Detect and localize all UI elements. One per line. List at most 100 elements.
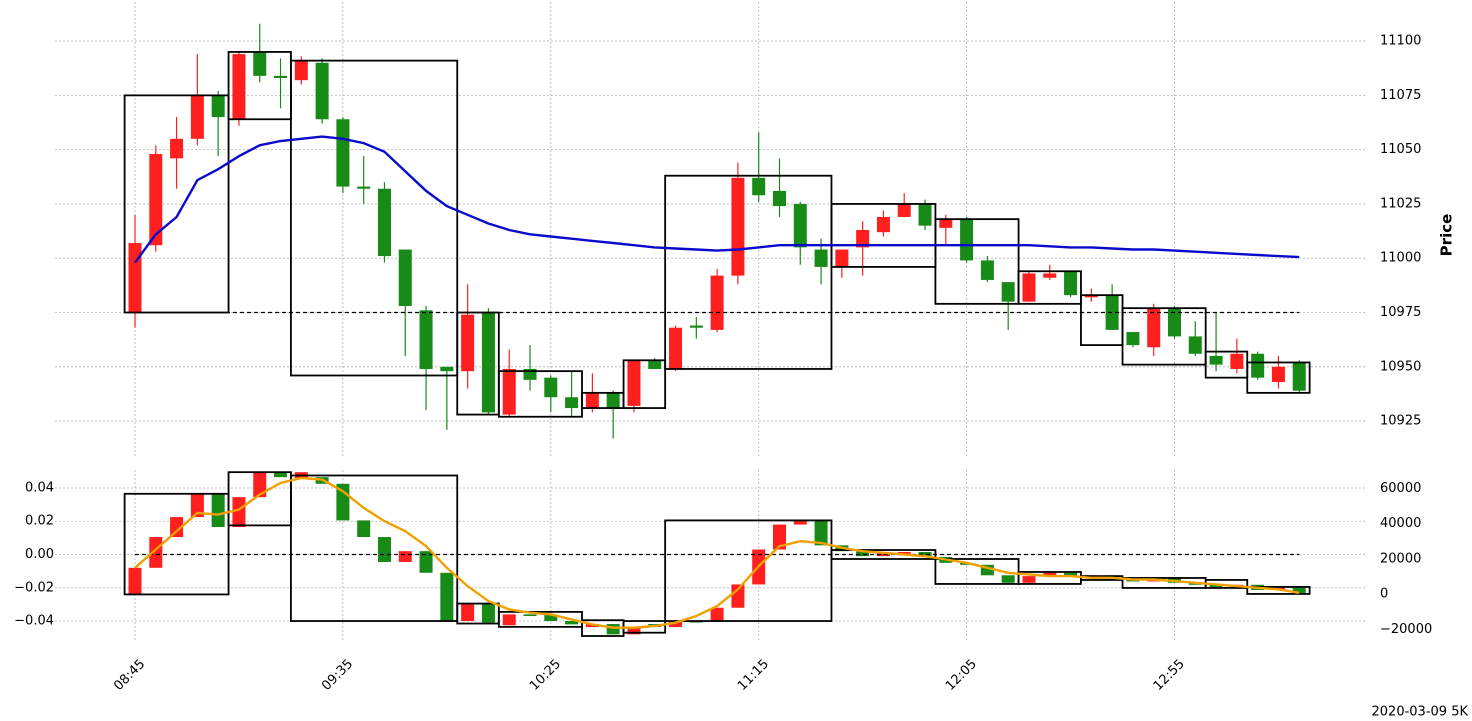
candle-body bbox=[1188, 336, 1202, 354]
candle-body bbox=[190, 95, 204, 139]
candle-body bbox=[294, 60, 308, 81]
footnote: 2020-03-09 5K bbox=[1372, 705, 1469, 720]
candle-body bbox=[461, 604, 475, 622]
candle-body bbox=[481, 604, 495, 623]
candle-body bbox=[336, 119, 350, 187]
candle-body bbox=[419, 310, 433, 369]
x-tick-label: 10:25 bbox=[527, 657, 564, 694]
candle-body bbox=[398, 249, 412, 306]
zone-box bbox=[1017, 270, 1082, 305]
candle-body bbox=[835, 249, 849, 267]
candle-body bbox=[274, 472, 288, 478]
candle-body bbox=[752, 177, 766, 196]
candle-body bbox=[1209, 584, 1223, 587]
candle-body bbox=[1022, 273, 1036, 302]
candle-body bbox=[1271, 366, 1285, 382]
candle-body bbox=[669, 621, 683, 628]
candle-body bbox=[1064, 572, 1078, 577]
candle-body bbox=[565, 621, 579, 625]
candle-body bbox=[1001, 282, 1015, 302]
candle-body bbox=[315, 62, 329, 120]
candle-body bbox=[149, 537, 163, 568]
zone-box bbox=[622, 359, 667, 409]
candle-body bbox=[440, 366, 454, 372]
candle-body bbox=[544, 377, 558, 398]
candle-body bbox=[419, 551, 433, 573]
candle-body bbox=[253, 51, 267, 76]
zone-box bbox=[664, 174, 833, 370]
candle-body bbox=[1084, 295, 1098, 298]
indicator-line bbox=[134, 476, 1300, 629]
candle-body bbox=[253, 472, 267, 498]
y2-tick-label: 20000 bbox=[1380, 551, 1421, 566]
zone-box bbox=[1246, 586, 1311, 595]
candle-body bbox=[1209, 355, 1223, 365]
y-tick-label: 11025 bbox=[1380, 196, 1421, 211]
candle-body bbox=[1251, 353, 1265, 378]
y-tick-label: 10975 bbox=[1380, 305, 1421, 320]
candle-body bbox=[731, 177, 745, 276]
candle-body bbox=[232, 54, 246, 120]
y2-tick-label: 60000 bbox=[1380, 481, 1421, 496]
candle-body bbox=[960, 219, 974, 261]
zone-box bbox=[290, 59, 459, 377]
candle-body bbox=[627, 627, 641, 635]
candle-body bbox=[606, 392, 620, 409]
y-tick-label: 0.02 bbox=[25, 514, 54, 529]
candle-body bbox=[1064, 271, 1078, 296]
candle-body bbox=[606, 624, 620, 635]
candle-body bbox=[357, 520, 371, 538]
candle-body bbox=[1022, 576, 1036, 583]
y-tick-label: 11075 bbox=[1380, 88, 1421, 103]
candle-body bbox=[211, 493, 225, 528]
candle-body bbox=[897, 552, 911, 555]
candle-body bbox=[918, 203, 932, 226]
candle-body bbox=[523, 368, 537, 380]
x-tick-label: 12:05 bbox=[943, 657, 980, 694]
candle-body bbox=[897, 203, 911, 217]
candle-body bbox=[585, 392, 599, 409]
candle-body bbox=[170, 517, 184, 538]
candle-body bbox=[856, 230, 870, 248]
candle-body bbox=[814, 520, 828, 546]
candle-body bbox=[814, 249, 828, 267]
candle-body bbox=[502, 614, 516, 626]
candle-body bbox=[876, 216, 890, 233]
candle-body bbox=[1043, 572, 1057, 577]
candle-body bbox=[232, 497, 246, 528]
candle-body bbox=[274, 75, 288, 78]
candle-body bbox=[856, 551, 870, 557]
candle-body bbox=[398, 551, 412, 562]
candle-body bbox=[1292, 587, 1306, 594]
candle-body bbox=[1168, 308, 1181, 337]
candle-body bbox=[481, 312, 495, 413]
candle-body bbox=[1292, 362, 1306, 391]
candle-body bbox=[502, 368, 516, 415]
candle-body bbox=[876, 552, 890, 557]
candle-body bbox=[772, 524, 786, 550]
candle-body bbox=[627, 360, 641, 406]
y-tick-label: 0.00 bbox=[25, 547, 54, 562]
candle-body bbox=[523, 614, 537, 617]
zone-box bbox=[1121, 307, 1207, 366]
candle-body bbox=[710, 275, 724, 330]
zone-box bbox=[123, 94, 230, 314]
y2-tick-label: 40000 bbox=[1380, 516, 1421, 531]
candle-body bbox=[128, 243, 142, 313]
y2-tick-label: 0 bbox=[1380, 587, 1388, 602]
zone-box bbox=[1246, 361, 1311, 394]
candle-body bbox=[793, 520, 807, 525]
y-tick-label: 11000 bbox=[1380, 251, 1421, 266]
zone-box bbox=[123, 492, 230, 596]
candle-body bbox=[170, 138, 184, 159]
candle-body bbox=[710, 607, 724, 622]
zone-box bbox=[664, 519, 833, 622]
y-tick-label: 11100 bbox=[1380, 34, 1421, 49]
y-axis-label: Price bbox=[1438, 214, 1456, 257]
y2-tick-label: −20000 bbox=[1380, 622, 1432, 637]
x-tick-label: 08:45 bbox=[111, 657, 148, 694]
y-tick-label: 11050 bbox=[1380, 142, 1421, 157]
candle-body bbox=[918, 552, 932, 557]
candle-body bbox=[689, 325, 703, 328]
